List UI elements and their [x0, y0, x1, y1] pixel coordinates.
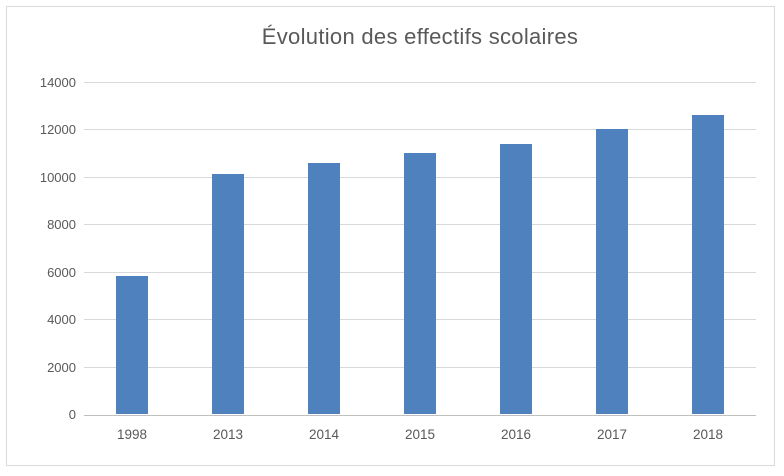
gridline: [84, 129, 756, 131]
y-axis-tick-label: 8000: [47, 217, 76, 233]
y-axis-tick-label: 10000: [39, 169, 76, 185]
y-axis: 0 2000 4000 6000 8000 10000 12000 14000: [0, 75, 76, 422]
bar: [308, 163, 340, 414]
y-axis-tick-label: 0: [68, 407, 76, 422]
plot-area: [84, 82, 756, 416]
x-axis-tick-label: 2015: [404, 427, 436, 442]
x-axis-line: [84, 415, 756, 416]
bar: [212, 174, 244, 414]
x-axis: 1998 2013 2014 2015 2016 2017 2018: [84, 426, 756, 446]
bar: [404, 153, 436, 414]
bar: [692, 115, 724, 414]
bar: [116, 276, 148, 414]
y-axis-tick-label: 4000: [47, 312, 76, 328]
chart-title: Évolution des effectifs scolaires: [261, 24, 579, 49]
x-axis-tick-label: 2016: [500, 427, 532, 442]
x-axis-tick-label: 2014: [308, 427, 340, 442]
x-axis-tick-label: 2017: [596, 427, 628, 442]
bar: [500, 144, 532, 414]
y-axis-tick-label: 6000: [47, 264, 76, 280]
y-axis-tick-label: 14000: [39, 75, 76, 90]
x-axis-tick-label: 2013: [212, 427, 244, 442]
y-axis-tick-label: 12000: [39, 122, 76, 138]
y-axis-tick-label: 2000: [47, 359, 76, 375]
bar: [596, 129, 628, 414]
x-axis-tick-label: 2018: [692, 427, 724, 442]
x-axis-tick-label: 1998: [116, 427, 148, 442]
gridline: [84, 82, 756, 83]
